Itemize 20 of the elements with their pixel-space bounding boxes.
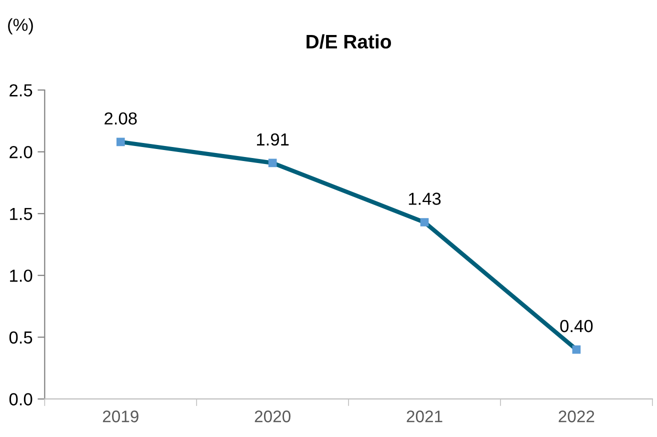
y-tick-label: 1.0 — [10, 270, 32, 282]
y-axis-title: (%) — [8, 18, 33, 34]
y-tick-label: 0.5 — [9, 331, 32, 344]
x-tick-label: 2019 — [102, 410, 138, 422]
chart-title: D/E Ratio — [306, 34, 391, 49]
point — [572, 345, 581, 354]
y-tick-label: 2.5 — [10, 84, 32, 96]
y-tick-label: 1.5 — [10, 208, 32, 220]
point — [420, 218, 429, 226]
x-tick-label: 2022 — [558, 410, 594, 422]
data-label: 1.91 — [257, 133, 289, 146]
data-label: 0.40 — [560, 320, 593, 332]
x-tick-label: 2020 — [254, 410, 290, 422]
data-label: 2.08 — [104, 112, 137, 125]
point — [268, 158, 277, 168]
y-tick-label: 0.0 — [9, 393, 32, 406]
x-tick-label: 2021 — [406, 410, 442, 422]
point — [116, 138, 125, 146]
data-label: 1.43 — [408, 192, 441, 205]
y-tick-label: 2.0 — [10, 146, 32, 158]
